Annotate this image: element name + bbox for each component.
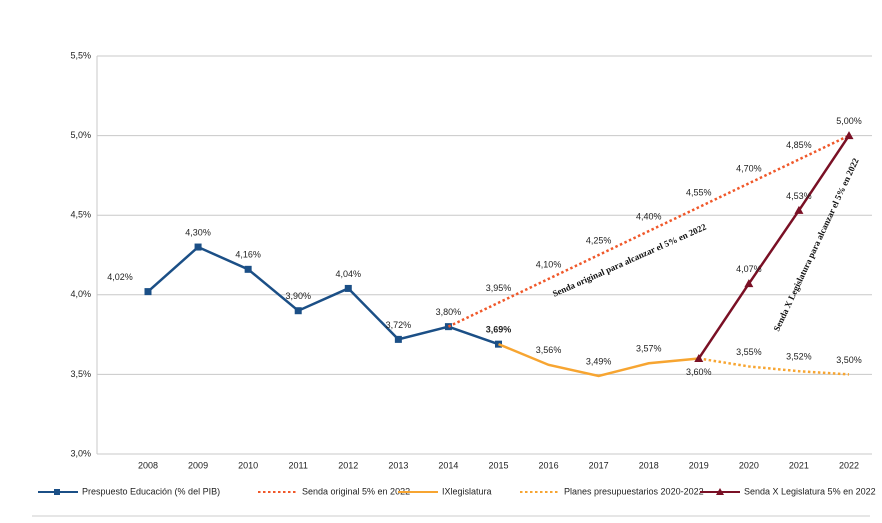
- legend-label: Prespuesto Educación (% del PIB): [82, 486, 220, 496]
- legend-marker: [54, 489, 60, 495]
- y-tick-label: 4,0%: [70, 289, 91, 299]
- data-label: 4,07%: [736, 264, 762, 274]
- data-label: 3,55%: [736, 347, 762, 357]
- legend-label: Planes presupuestarios 2020-2022: [564, 486, 704, 496]
- data-label: 3,56%: [536, 345, 562, 355]
- y-tick-label: 4,5%: [70, 210, 91, 220]
- legend-label: Senda X Legislatura 5% en 2022: [744, 486, 876, 496]
- data-label: 3,90%: [285, 291, 311, 301]
- point-marker: [694, 353, 704, 362]
- data-label: 4,16%: [235, 250, 261, 260]
- x-tick-label: 2014: [438, 460, 458, 470]
- annotation: Senda original para alcanzar el 5% en 20…: [551, 221, 708, 298]
- x-tick-label: 2013: [388, 460, 408, 470]
- y-tick-label: 3,0%: [70, 448, 91, 458]
- data-label: 4,02%: [107, 272, 133, 282]
- x-tick-label: 2019: [689, 460, 709, 470]
- point-marker: [744, 279, 754, 288]
- x-tick-label: 2017: [589, 460, 609, 470]
- legend-marker: [716, 488, 724, 495]
- data-label: 4,55%: [686, 188, 712, 198]
- x-tick-label: 2010: [238, 460, 258, 470]
- series-line: [147, 245, 499, 346]
- x-tick-label: 2021: [789, 460, 809, 470]
- series-line: [498, 342, 699, 378]
- y-tick-label: 3,5%: [70, 369, 91, 379]
- data-label: 4,53%: [786, 191, 812, 201]
- data-label: 3,57%: [636, 344, 662, 354]
- data-label: 3,72%: [386, 320, 412, 330]
- series-line: [698, 357, 850, 376]
- x-tick-label: 2018: [639, 460, 659, 470]
- data-label: 3,49%: [586, 356, 612, 366]
- series-line: [697, 134, 851, 360]
- data-label: 4,85%: [786, 140, 812, 150]
- point-marker: [844, 131, 854, 140]
- point-marker: [344, 284, 352, 292]
- data-label: 4,10%: [536, 259, 562, 269]
- series-line: [447, 134, 850, 328]
- data-label: 3,69%: [486, 325, 512, 335]
- data-label: 3,52%: [786, 352, 812, 362]
- x-tick-label: 2008: [138, 460, 158, 470]
- x-tick-label: 2015: [488, 460, 508, 470]
- x-tick-label: 2011: [289, 460, 308, 470]
- y-tick-label: 5,5%: [70, 50, 91, 60]
- y-tick-label: 5,0%: [70, 130, 91, 140]
- x-tick-label: 2020: [739, 460, 759, 470]
- point-marker: [194, 243, 202, 251]
- data-label: 4,04%: [336, 269, 362, 279]
- point-marker: [394, 335, 402, 343]
- data-label: 4,25%: [586, 235, 612, 245]
- data-label: 4,70%: [736, 164, 762, 174]
- data-label: 3,60%: [686, 367, 712, 377]
- point-marker: [794, 205, 804, 214]
- data-label: 4,40%: [636, 211, 662, 221]
- data-label: 4,30%: [185, 227, 211, 237]
- x-tick-label: 2009: [188, 460, 208, 470]
- data-label: 3,50%: [836, 355, 862, 365]
- legend-label: IXlegislatura: [442, 486, 492, 496]
- legend-label: Senda original 5% en 2022: [302, 486, 410, 496]
- data-label: 3,95%: [486, 283, 512, 293]
- x-tick-label: 2022: [839, 460, 859, 470]
- x-tick-label: 2016: [539, 460, 559, 470]
- point-marker: [244, 265, 252, 273]
- point-marker: [294, 307, 302, 315]
- x-tick-label: 2012: [338, 460, 358, 470]
- data-label: 5,00%: [836, 116, 862, 126]
- point-marker: [144, 288, 152, 296]
- data-label: 3,80%: [436, 307, 462, 317]
